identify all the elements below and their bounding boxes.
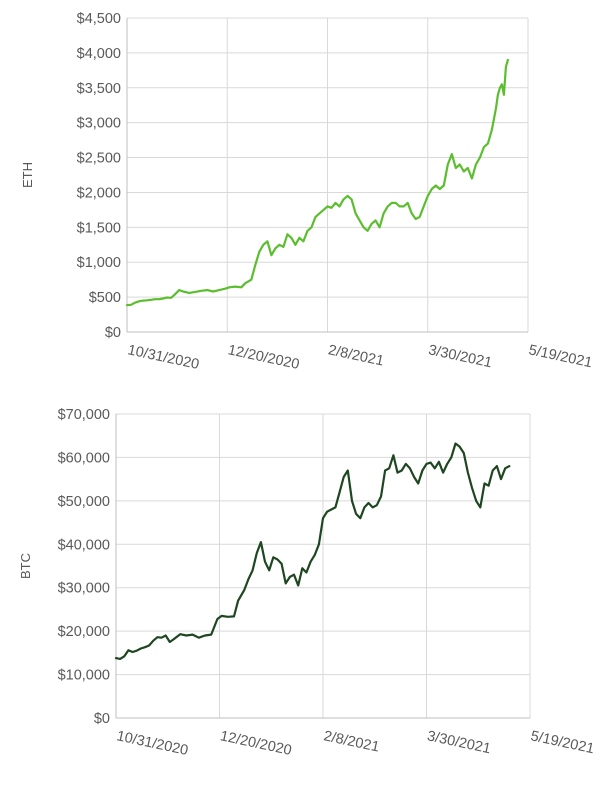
x-tick-label: 3/30/2021 <box>427 342 493 371</box>
x-tick-label: 12/20/2020 <box>226 342 300 373</box>
series-line <box>125 58 509 307</box>
btc-chart: $0 $10,000 $20,000 $30,000 $40,000 $50,000 $60… <box>0 394 616 788</box>
y-tick-label: $2,000 <box>77 185 121 201</box>
y-tick-label: $4,000 <box>77 46 121 62</box>
y-tick-label: $0 <box>105 325 121 341</box>
x-tick-label: 10/31/2020 <box>126 342 200 373</box>
x-tick-label: 5/19/2021 <box>527 342 593 371</box>
y-tick-label: $0 <box>94 711 110 727</box>
btc-chart-svg: $0 $10,000 $20,000 $30,000 $40,000 $50,000 $60… <box>18 407 596 759</box>
y-tick-label: $4,500 <box>77 11 121 27</box>
y-tick-label: $20,000 <box>58 624 110 640</box>
y-axis-label: BTC <box>18 553 33 579</box>
y-tick-label: $50,000 <box>58 494 110 510</box>
y-tick-label: $1,000 <box>77 255 121 271</box>
y-tick-label: $3,000 <box>77 116 121 132</box>
y-tick-label: $70,000 <box>58 407 110 423</box>
x-tick-label: 2/8/2021 <box>327 342 386 369</box>
y-axis-label: ETH <box>20 162 35 188</box>
eth-chart: $0 $500 $1,000 $1,500 $2,000 $2,500 $3,000 $3,5… <box>20 11 594 373</box>
y-tick-label: $2,500 <box>77 151 121 167</box>
y-tick-label: $1,500 <box>77 220 121 236</box>
y-tick-label: $3,500 <box>77 81 121 97</box>
y-tick-label: $10,000 <box>58 668 110 684</box>
y-tick-label: $500 <box>89 290 121 306</box>
x-tick-label: 12/20/2020 <box>219 728 293 759</box>
y-tick-label: $40,000 <box>58 537 110 553</box>
eth-chart-svg: $0 $500 $1,000 $1,500 $2,000 $2,500 $3,000 $3,5… <box>20 11 594 373</box>
x-tick-label: 5/19/2021 <box>529 728 595 757</box>
x-tick-label: 3/30/2021 <box>426 728 492 757</box>
x-tick-label: 2/8/2021 <box>322 728 381 755</box>
y-tick-label: $60,000 <box>58 450 110 466</box>
x-tick-label: 10/31/2020 <box>115 728 189 759</box>
series-line <box>114 442 511 660</box>
y-tick-label: $30,000 <box>58 581 110 597</box>
